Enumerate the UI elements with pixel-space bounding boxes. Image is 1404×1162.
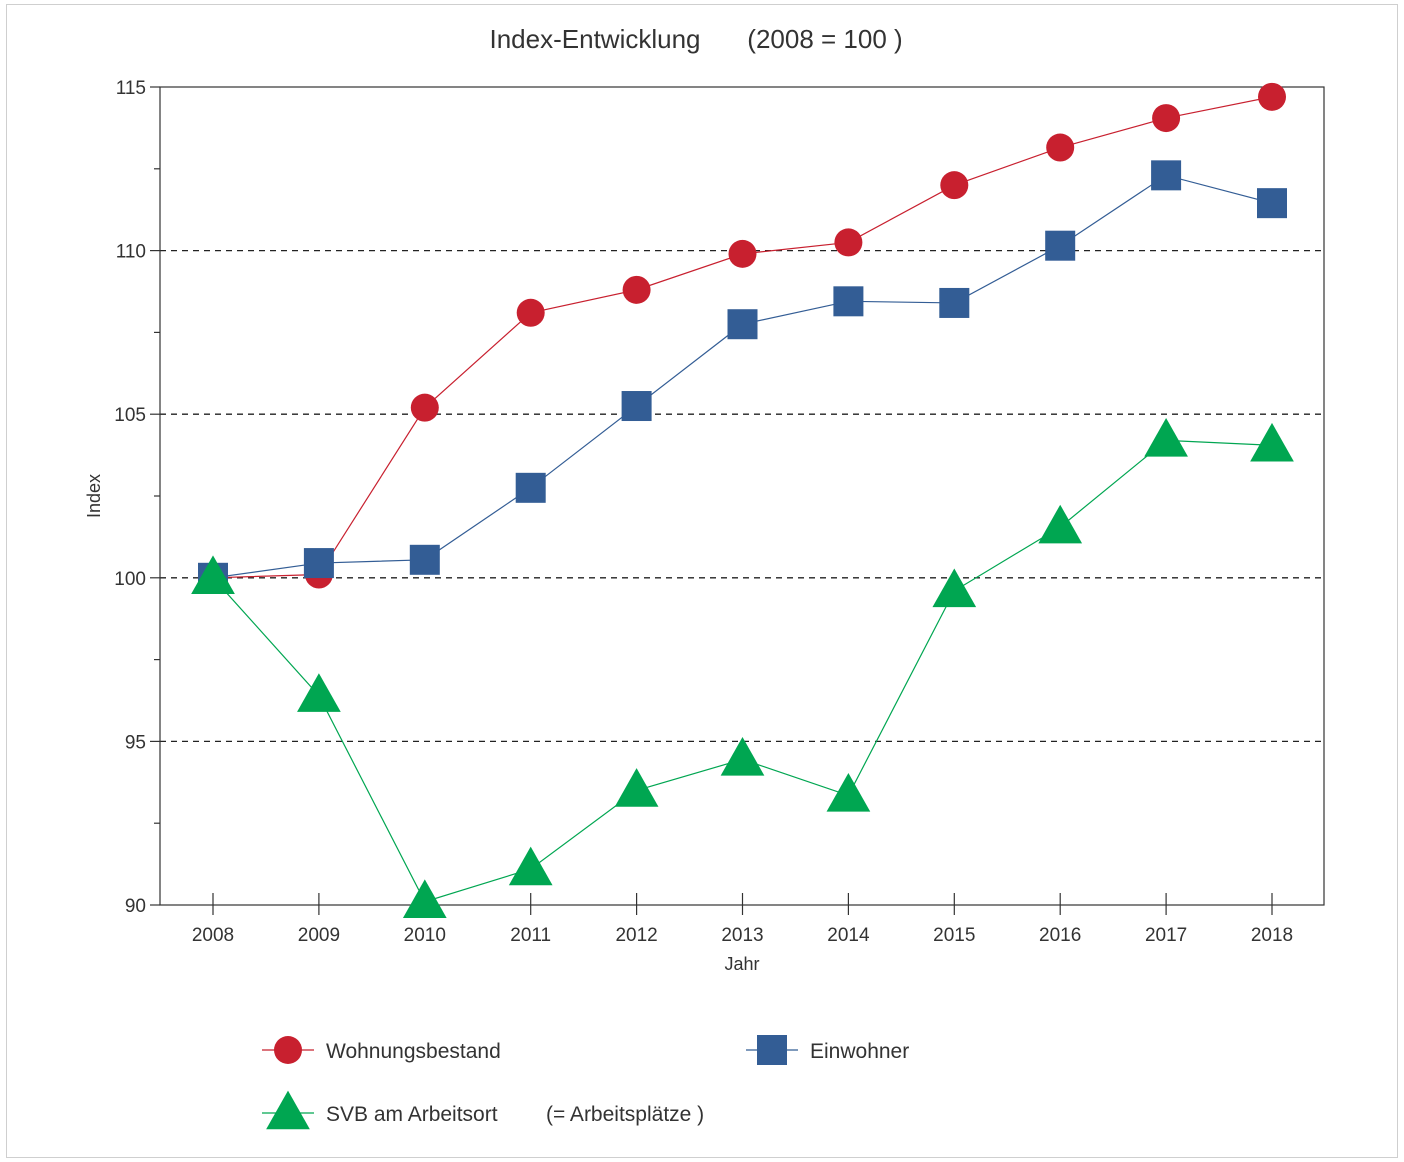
series-2-point xyxy=(1250,422,1294,462)
series-2-point xyxy=(508,846,553,886)
legend-marker xyxy=(274,1036,302,1064)
series-0-point xyxy=(940,171,969,200)
series-2-point xyxy=(720,737,765,776)
series-0-point xyxy=(516,298,545,327)
series-0-point xyxy=(410,393,439,422)
series-0-point xyxy=(728,239,757,268)
chart-frame xyxy=(6,4,1398,1158)
x-tick-label: 2015 xyxy=(933,925,975,946)
x-tick-label: 2011 xyxy=(510,925,551,946)
plot-border xyxy=(159,86,1325,906)
series-2-point xyxy=(614,768,659,807)
series-line-2 xyxy=(212,439,1273,903)
legend-marker xyxy=(266,1090,310,1130)
series-2-point xyxy=(1038,504,1083,544)
x-tick-label: 2012 xyxy=(615,925,657,946)
axes: 90 95 100 105 110 115 2008 2009 2010 2011 2012 2013… xyxy=(114,78,1325,946)
series-1-point xyxy=(515,472,546,503)
legend-label: Wohnungsbestand xyxy=(326,1040,501,1063)
legend-label: SVB am Arbeitsort xyxy=(326,1103,498,1126)
series-1-point xyxy=(1045,230,1076,261)
legend-label: Einwohner xyxy=(810,1040,909,1063)
series-0-point xyxy=(1152,104,1181,133)
x-tick-label: 2014 xyxy=(827,925,870,946)
y-tick-label: 105 xyxy=(114,405,146,426)
y-tick-label: 95 xyxy=(125,732,146,753)
x-tick-label: 2010 xyxy=(404,925,446,946)
series-0-point xyxy=(622,275,651,304)
series-1-point xyxy=(727,309,758,340)
legend: Wohnungsbestand Einwohner SVB am Arbeitsor… xyxy=(262,1035,909,1130)
series-1-point xyxy=(833,286,864,317)
x-tick-label: 2009 xyxy=(298,925,340,946)
y-axis-title: Index xyxy=(84,474,104,518)
legend-marker xyxy=(757,1035,787,1065)
x-tick-label: 2013 xyxy=(721,925,763,946)
series-1-point xyxy=(409,544,440,575)
x-axis-title: Jahr xyxy=(724,954,759,974)
x-tick-label: 2008 xyxy=(192,925,234,946)
chart-subtitle: (2008 = 100 ) xyxy=(747,24,902,54)
series-2-point xyxy=(1144,417,1188,457)
y-tick-label: 110 xyxy=(116,242,146,263)
grid-lines xyxy=(160,249,1324,743)
chart-title: Index-Entwicklung xyxy=(490,24,701,54)
series-1-point xyxy=(303,548,334,579)
series-line-1 xyxy=(212,174,1273,579)
x-tick-label: 2017 xyxy=(1145,925,1187,946)
series-1-point xyxy=(1257,188,1287,219)
series-1-point xyxy=(1151,160,1182,191)
series-0-point xyxy=(834,228,863,257)
y-tick-label: 90 xyxy=(125,896,146,917)
x-tick-label: 2016 xyxy=(1039,925,1081,946)
series-2-point xyxy=(402,879,447,918)
series-1-point xyxy=(939,287,970,318)
series-0-point xyxy=(1258,82,1286,111)
y-tick-label: 100 xyxy=(114,569,146,590)
y-tick-label: 115 xyxy=(116,78,146,99)
series-0-point xyxy=(1046,133,1075,162)
series-2-point xyxy=(826,773,871,812)
series-2-point xyxy=(297,673,341,712)
plot-area xyxy=(191,82,1294,918)
series-1-point xyxy=(621,391,652,422)
legend-label-note: (= Arbeitsplätze ) xyxy=(546,1103,704,1126)
series-2-point xyxy=(191,555,235,595)
series-2-point xyxy=(932,568,977,608)
x-tick-label: 2018 xyxy=(1251,925,1293,946)
